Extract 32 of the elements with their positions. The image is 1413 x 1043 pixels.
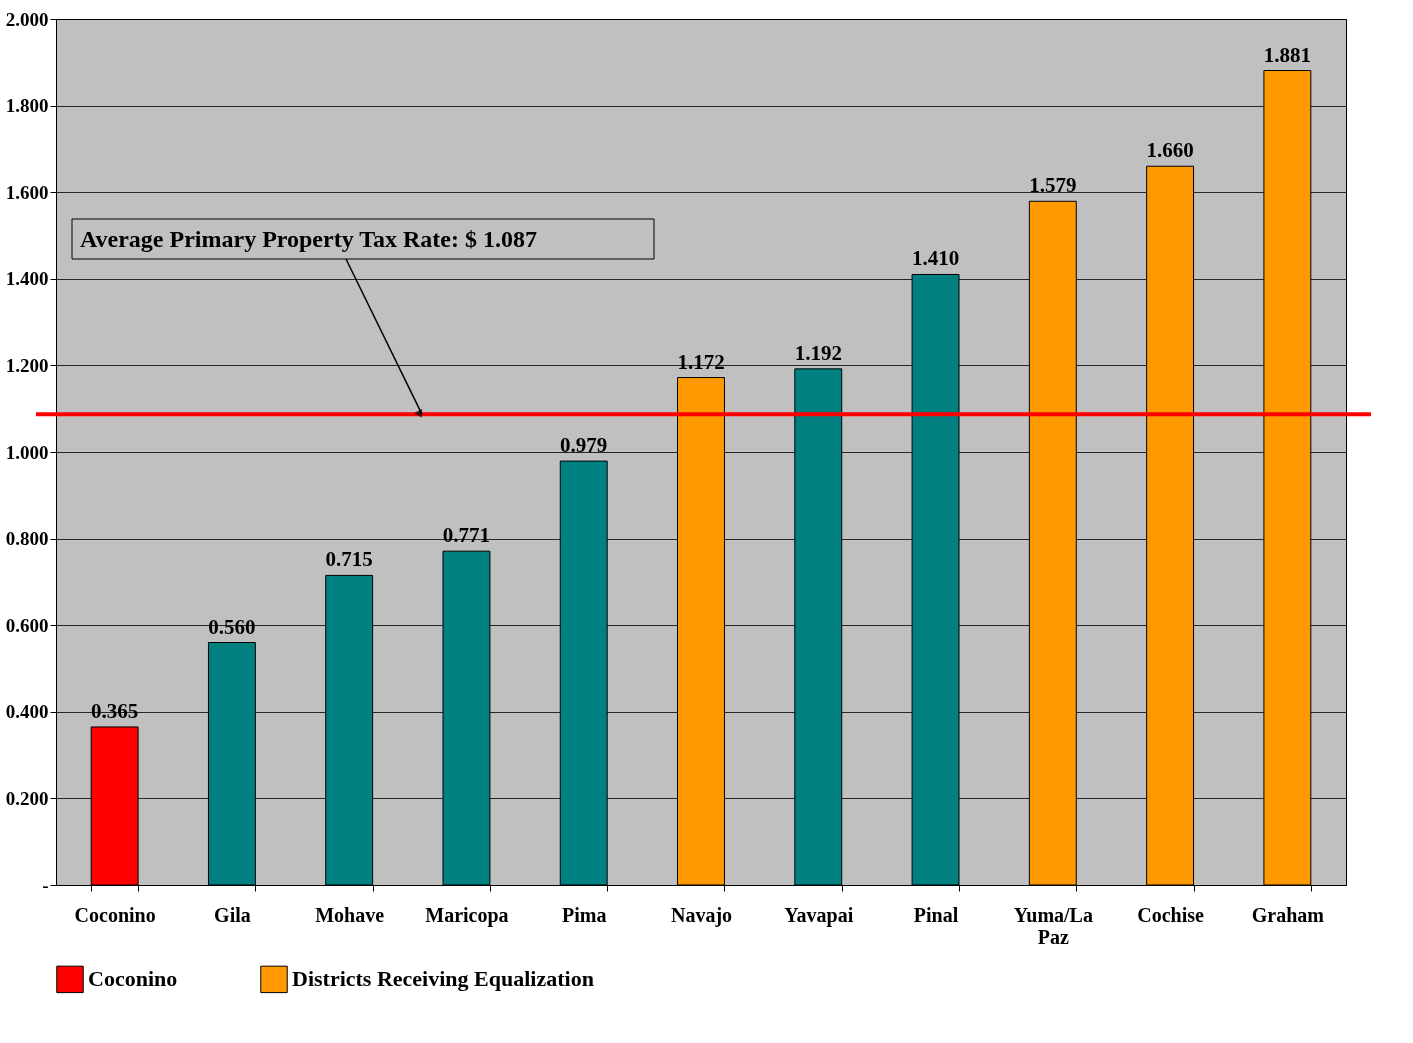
data-label: 1.660 <box>1146 138 1194 163</box>
y-tick-label: 1.000 <box>5 441 49 463</box>
ref-line-label: Average Primary Property Tax Rate: $ 1.087 <box>80 226 537 252</box>
x-tick-label: Cochise <box>1137 903 1205 926</box>
y-tick-label: 0.200 <box>5 787 49 809</box>
x-tick-label: Navajo <box>670 903 733 927</box>
legend-label: Coconino <box>88 966 178 992</box>
data-label: 0.715 <box>325 547 373 572</box>
y-tick-label: 2.000 <box>5 8 49 30</box>
data-label: 0.979 <box>560 433 608 458</box>
x-tick-label: Yuma/La Paz <box>1013 903 1093 948</box>
data-label: 1.192 <box>794 340 842 365</box>
x-tick-label: Gila <box>214 903 251 926</box>
y-tick-label: 1.800 <box>5 95 49 117</box>
x-tick-label: Maricopa <box>425 903 509 927</box>
x-tick-label: Pinal <box>913 903 959 926</box>
x-tick-label: Coconino <box>74 903 156 926</box>
y-tick-label: 0.400 <box>5 701 49 723</box>
y-tick-label: 0.800 <box>5 528 49 550</box>
x-tick-label: Yavapai <box>784 903 854 927</box>
y-tick-label: 1.200 <box>5 354 49 376</box>
x-tick-label: Pima <box>562 903 607 926</box>
y-tick-label: - <box>42 874 49 896</box>
x-tick-label: Graham <box>1251 903 1325 926</box>
y-tick-label: 1.600 <box>5 181 49 203</box>
data-label: 1.881 <box>1263 42 1311 67</box>
y-tick-label: 0.600 <box>5 614 49 636</box>
data-label: 1.579 <box>1029 173 1077 198</box>
legend-label: Districts Receiving Equalization <box>292 966 594 992</box>
x-tick-label: Mohave <box>315 903 385 926</box>
y-tick-label: 1.400 <box>5 268 49 290</box>
data-label: 1.410 <box>911 246 960 271</box>
